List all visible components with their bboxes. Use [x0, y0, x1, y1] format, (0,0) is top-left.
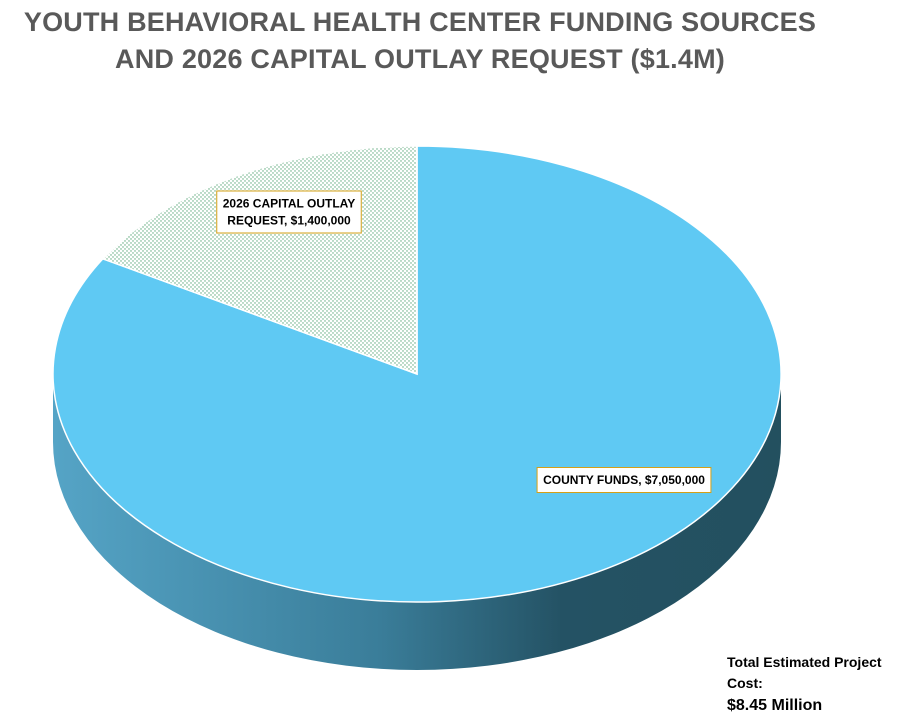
label-county-funds-line-1: COUNTY FUNDS, $7,050,000 — [543, 473, 705, 487]
label-capital-outlay-request-box — [216, 190, 362, 234]
slice-side-county-funds — [53, 374, 781, 670]
total-cost-label: Total Estimated Project Cost: — [727, 654, 882, 691]
label-county-funds: COUNTY FUNDS, $7,050,000 — [536, 467, 712, 493]
label-capital-outlay-request-line-1: 2026 CAPITAL OUTLAY — [223, 197, 355, 211]
chart-title-line-1: YOUTH BEHAVIORAL HEALTH CENTER FUNDING S… — [23, 7, 817, 37]
chart-title: YOUTH BEHAVIORAL HEALTH CENTER FUNDING S… — [0, 4, 840, 78]
chart-title-line-2: AND 2026 CAPITAL OUTLAY REQUEST ($1.4M) — [115, 44, 725, 74]
label-county-funds-box — [536, 467, 712, 493]
total-cost-box: Total Estimated Project Cost: $8.45 Mill… — [727, 652, 907, 718]
total-cost-value: $8.45 Million — [727, 697, 823, 714]
label-capital-outlay-request-line-2: REQUEST, $1,400,000 — [227, 214, 351, 228]
label-capital-outlay-request: 2026 CAPITAL OUTLAY REQUEST, $1,400,000 — [216, 190, 362, 234]
